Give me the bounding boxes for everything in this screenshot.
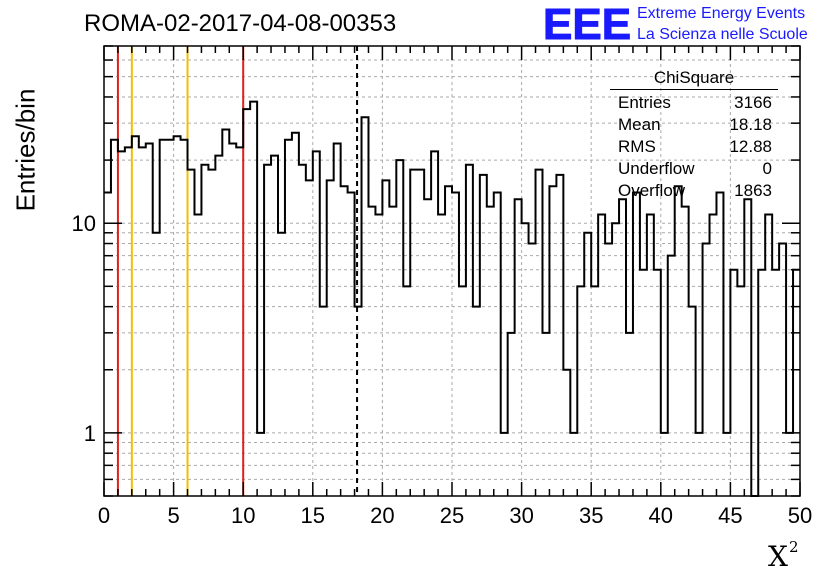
- x-tick-label: 35: [579, 503, 603, 528]
- x-tick-label: 20: [370, 503, 394, 528]
- x-axis-label-main: X: [768, 540, 788, 573]
- stats-title: ChiSquare: [610, 67, 778, 90]
- eee-caption: Extreme Energy Events La Scienza nelle S…: [637, 3, 808, 45]
- stats-box: ChiSquare Entries 3166 Mean 18.18 RMS 12…: [610, 67, 778, 202]
- stats-row-overflow: Overflow 1863: [610, 180, 776, 202]
- reference-lines: [116, 46, 359, 496]
- stats-label: Entries: [618, 93, 671, 112]
- eee-logo-text: EEE: [543, 2, 631, 42]
- y-axis-label: Entries/bin: [10, 88, 41, 212]
- x-tick-label: 40: [649, 503, 673, 528]
- chart-title: ROMA-02-2017-04-08-00353: [84, 10, 397, 37]
- stats-row-entries: Entries 3166: [610, 92, 776, 114]
- stats-value: 12.88: [729, 137, 772, 156]
- stats-label: Underflow: [618, 159, 695, 178]
- x-axis-label: X2: [768, 538, 798, 573]
- stats-row-underflow: Underflow 0: [610, 158, 776, 180]
- stats-value: 0: [762, 159, 772, 178]
- y-tick-label: 1: [84, 421, 96, 446]
- x-tick-label: 0: [98, 503, 110, 528]
- x-axis-label-superscript: 2: [788, 538, 799, 556]
- x-tick-label: 10: [231, 503, 255, 528]
- x-tick-label: 30: [509, 503, 533, 528]
- stats-label: RMS: [618, 137, 656, 156]
- stats-label: Overflow: [618, 181, 686, 200]
- stats-row-mean: Mean 18.18: [610, 114, 776, 136]
- x-tick-label: 45: [718, 503, 742, 528]
- eee-logo: EEE: [543, 2, 632, 42]
- x-tick-label: 5: [167, 503, 179, 528]
- stats-label: Mean: [618, 115, 661, 134]
- stats-row-rms: RMS 12.88: [610, 136, 776, 158]
- histogram-step-line: [104, 100, 800, 497]
- eee-caption-line1: Extreme Energy Events: [637, 5, 806, 22]
- stats-value: 18.18: [729, 115, 772, 134]
- grid-lines: [104, 46, 800, 496]
- axis-ticks: 0 5 10 15 20 25 30 35 40 45 50 1 10: [72, 45, 812, 528]
- eee-caption-line2: La Scienza nelle Scuole: [637, 26, 808, 43]
- stats-value: 3166: [734, 93, 772, 112]
- y-axis-label-wrap: Entries/bin: [6, 89, 46, 212]
- y-tick-label: 10: [72, 211, 96, 236]
- x-tick-label: 50: [788, 503, 812, 528]
- stats-value: 1863: [734, 181, 772, 200]
- x-tick-label: 15: [301, 503, 325, 528]
- x-tick-label: 25: [440, 503, 464, 528]
